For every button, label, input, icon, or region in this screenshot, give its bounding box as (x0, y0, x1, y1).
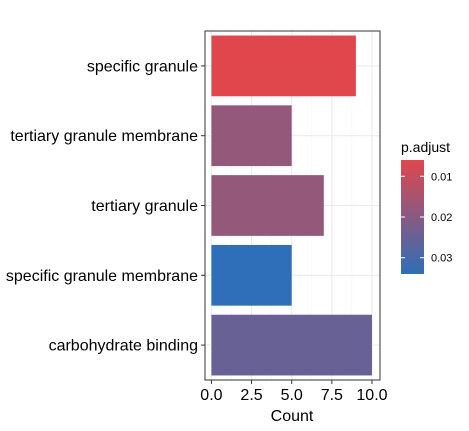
legend-tick-label: 0.01 (431, 171, 452, 183)
x-axis-title: Count (271, 408, 314, 425)
legend-title: p.adjust (401, 139, 450, 155)
y-axis-categories: specific granule tertiary granule membran… (6, 58, 205, 355)
x-tick-label: 0.0 (200, 387, 222, 404)
y-category-label: specific granule membrane (6, 268, 198, 285)
y-category-label: specific granule (87, 58, 198, 75)
bars (211, 35, 372, 376)
x-tick-label: 7.5 (321, 387, 343, 404)
x-tick-label: 5.0 (281, 387, 303, 404)
bar (211, 105, 292, 167)
y-category-label: tertiary granule (91, 198, 198, 215)
bar (211, 244, 292, 306)
legend-ticks: 0.01 0.02 0.03 (401, 171, 452, 265)
bar (211, 314, 372, 376)
legend-tick-label: 0.03 (431, 253, 452, 265)
legend-tick-label: 0.02 (431, 212, 452, 224)
x-tick-label: 2.5 (240, 387, 262, 404)
y-category-label: tertiary granule membrane (10, 128, 198, 145)
bar (211, 175, 324, 236)
bar (211, 35, 356, 97)
y-category-label: carbohydrate binding (49, 338, 198, 355)
legend-colorbar (401, 160, 424, 274)
x-axis-ticks: 0.0 2.5 5.0 7.5 10.0 (200, 380, 388, 404)
x-tick-label: 10.0 (356, 387, 387, 404)
